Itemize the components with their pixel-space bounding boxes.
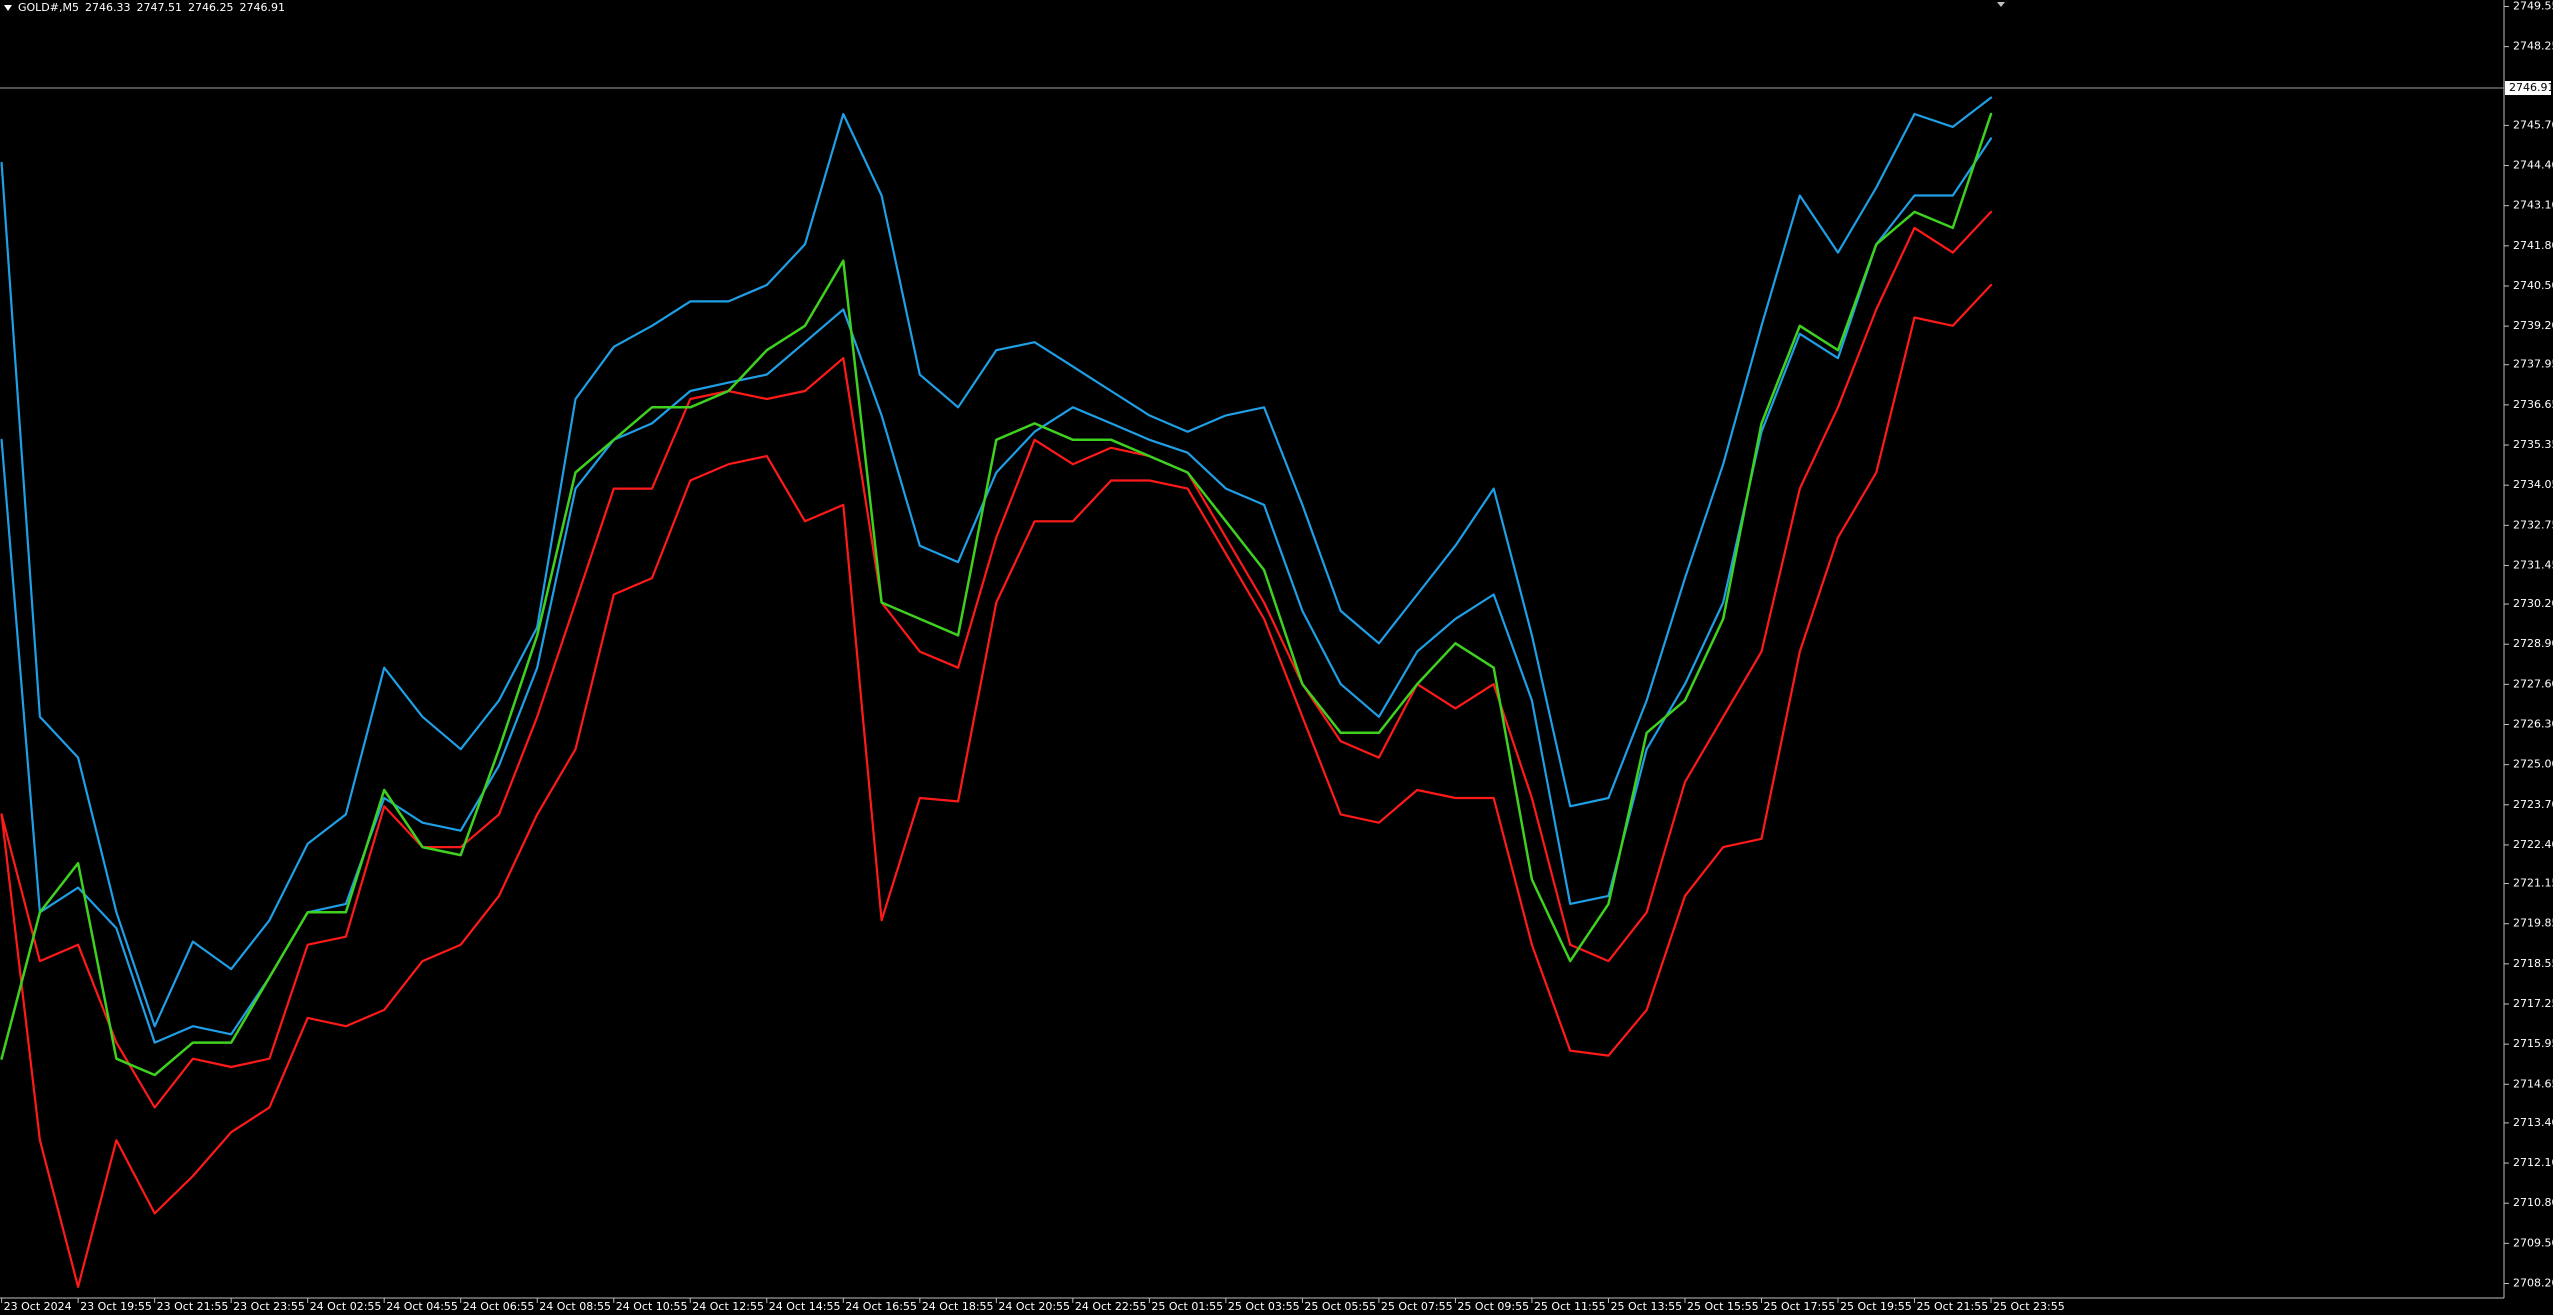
x-tick-label: 25 Oct 17:55	[1763, 1300, 1835, 1313]
x-tick-label: 25 Oct 21:55	[1917, 1300, 1989, 1313]
x-tick-label: 25 Oct 03:55	[1228, 1300, 1300, 1313]
series-line	[0, 137, 1993, 1044]
y-tick-label: 2719.85	[2513, 917, 2553, 930]
y-tick-label: 2734.05	[2513, 478, 2553, 491]
y-tick-label: 2715.95	[2513, 1037, 2553, 1050]
x-tick-label: 24 Oct 10:55	[616, 1300, 688, 1313]
y-tick-label: 2718.55	[2513, 957, 2553, 970]
x-tick-label: 25 Oct 23:55	[1993, 1300, 2065, 1313]
y-tick-label: 2740.50	[2513, 279, 2553, 292]
y-tick-label: 2735.35	[2513, 438, 2553, 451]
y-tick-label: 2731.45	[2513, 558, 2553, 571]
x-tick-label: 24 Oct 16:55	[845, 1300, 917, 1313]
shift-marker	[1997, 2, 2005, 7]
y-tick-label: 2727.60	[2513, 677, 2553, 690]
x-tick-label: 25 Oct 05:55	[1304, 1300, 1376, 1313]
series-line	[0, 112, 1993, 1077]
y-tick-label: 2737.95	[2513, 358, 2553, 371]
ohlc-high: 2747.51	[136, 1, 182, 14]
y-tick-label: 2712.10	[2513, 1156, 2553, 1169]
ohlc-open: 2746.33	[84, 1, 131, 14]
y-tick-label: 2721.15	[2513, 877, 2553, 890]
last-price-box	[2505, 81, 2551, 96]
x-tick-label: 24 Oct 02:55	[310, 1300, 382, 1313]
y-tick-label: 2714.65	[2513, 1077, 2553, 1090]
y-tick-label: 2725.00	[2513, 758, 2553, 771]
y-tick-label: 2726.30	[2513, 718, 2553, 731]
x-tick-label: 24 Oct 06:55	[463, 1300, 535, 1313]
y-tick-label: 2732.75	[2513, 518, 2553, 531]
x-tick-label: 24 Oct 08:55	[539, 1300, 611, 1313]
y-tick-label: 2710.80	[2513, 1196, 2553, 1209]
y-tick-label: 2748.25	[2513, 40, 2553, 53]
menu-triangle	[4, 4, 12, 11]
symbol: GOLD#,M5	[18, 1, 79, 14]
y-tick-label: 2749.55	[2513, 0, 2553, 12]
y-tick-label: 2713.40	[2513, 1116, 2553, 1129]
x-tick-label: 23 Oct 23:55	[233, 1300, 305, 1313]
ohlc-low: 2746.25	[187, 1, 234, 14]
series-line	[0, 210, 1993, 1109]
x-tick-label: 25 Oct 13:55	[1610, 1300, 1682, 1313]
y-tick-label: 2743.10	[2513, 199, 2553, 212]
y-tick-label: 2739.20	[2513, 319, 2553, 332]
chart-header: GOLD#,M5 2746.33 2747.51 2746.25 2746.91	[4, 1, 285, 14]
x-tick-label: 23 Oct 19:55	[80, 1300, 152, 1313]
x-tick-label: 25 Oct 19:55	[1840, 1300, 1912, 1313]
x-tick-label: 24 Oct 12:55	[692, 1300, 764, 1313]
y-tick-label: 2722.40	[2513, 838, 2553, 851]
x-tick-label: 25 Oct 07:55	[1381, 1300, 1453, 1313]
y-tick-label: 2723.70	[2513, 798, 2553, 811]
y-tick-label: 2744.40	[2513, 159, 2553, 172]
x-tick-label: 24 Oct 18:55	[922, 1300, 994, 1313]
x-tick-label: 24 Oct 22:55	[1075, 1300, 1147, 1313]
y-tick-label: 2741.80	[2513, 239, 2553, 252]
x-tick-label: 25 Oct 01:55	[1151, 1300, 1223, 1313]
y-tick-label: 2736.65	[2513, 398, 2553, 411]
x-tick-label: 23 Oct 2024	[4, 1300, 72, 1313]
x-tick-label: 24 Oct 14:55	[769, 1300, 841, 1313]
x-tick-label: 24 Oct 04:55	[386, 1300, 458, 1313]
y-tick-label: 2709.50	[2513, 1236, 2553, 1249]
y-tick-label: 2708.20	[2513, 1276, 2553, 1289]
ohlc-close: 2746.91	[239, 1, 285, 14]
y-tick-label: 2728.90	[2513, 637, 2553, 650]
x-tick-label: 25 Oct 15:55	[1687, 1300, 1759, 1313]
series-line	[0, 96, 1993, 1028]
y-tick-label: 2730.20	[2513, 597, 2553, 610]
x-tick-label: 25 Oct 11:55	[1534, 1300, 1606, 1313]
y-tick-label: 2717.25	[2513, 997, 2553, 1010]
y-tick-label: 2745.70	[2513, 118, 2553, 131]
last-price-label: 2746.91	[2509, 81, 2553, 94]
x-tick-label: 24 Oct 20:55	[998, 1300, 1070, 1313]
series-line	[0, 283, 1993, 1288]
x-tick-label: 25 Oct 09:55	[1457, 1300, 1529, 1313]
x-tick-label: 23 Oct 21:55	[157, 1300, 229, 1313]
